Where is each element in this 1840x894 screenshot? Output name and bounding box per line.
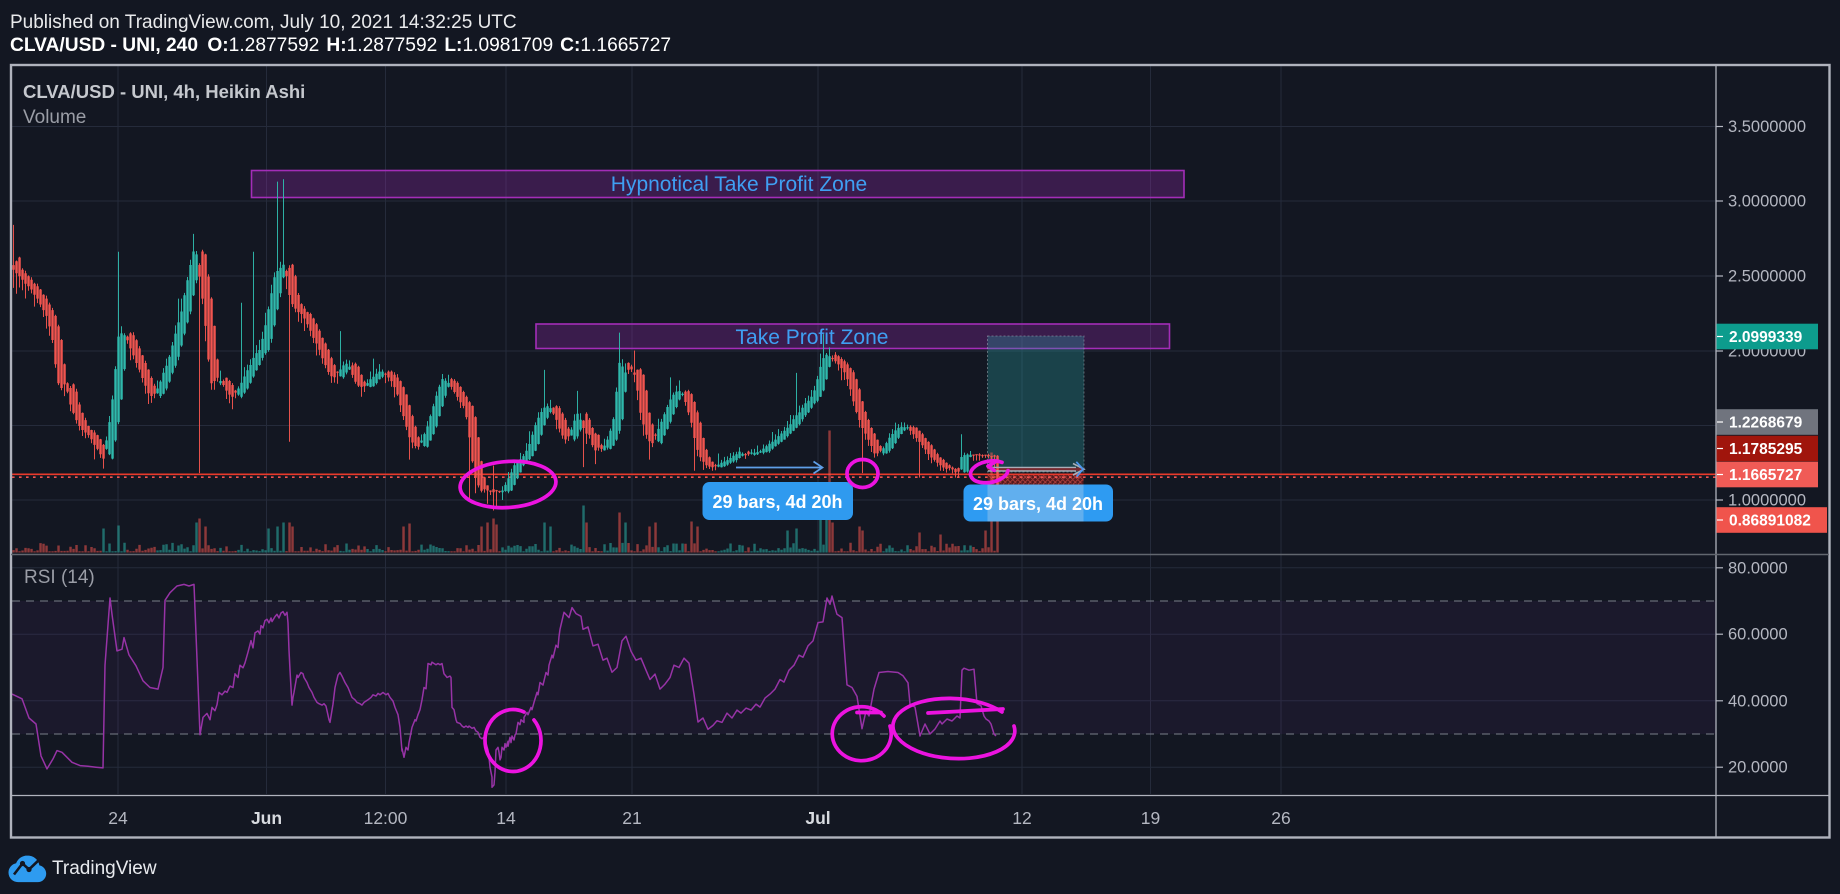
svg-text:CLVA/USD - UNI, 240 O:1.287759: CLVA/USD - UNI, 240 O:1.2877592 H:1.28775… [10,35,671,56]
svg-text:24: 24 [108,808,128,828]
svg-text:2.0999339: 2.0999339 [1729,329,1803,346]
svg-text:1.1665727: 1.1665727 [1729,467,1802,484]
svg-text:12: 12 [1012,808,1031,828]
svg-text:20.0000: 20.0000 [1728,759,1788,777]
svg-text:TradingView: TradingView [52,858,157,879]
svg-text:29 bars, 4d 20h: 29 bars, 4d 20h [712,492,842,512]
svg-text:40.0000: 40.0000 [1728,692,1788,710]
svg-text:Take Profit Zone: Take Profit Zone [736,326,889,349]
svg-text:2.5000000: 2.5000000 [1728,268,1806,286]
svg-text:21: 21 [622,808,641,828]
svg-text:Published on TradingView.com,: Published on TradingView.com, July 10, 2… [10,12,517,33]
svg-text:Jul: Jul [805,808,830,828]
svg-text:1.1785295: 1.1785295 [1729,441,1803,458]
svg-text:12:00: 12:00 [364,808,408,828]
svg-text:19: 19 [1141,808,1160,828]
svg-text:1.2268679: 1.2268679 [1729,415,1803,432]
svg-text:60.0000: 60.0000 [1728,626,1788,644]
svg-text:Hypnotical Take Profit Zone: Hypnotical Take Profit Zone [611,173,867,196]
svg-text:3.0000000: 3.0000000 [1728,193,1806,211]
svg-text:Jun: Jun [251,808,282,828]
svg-text:CLVA/USD - UNI, 4h, Heikin Ash: CLVA/USD - UNI, 4h, Heikin Ashi [23,81,305,102]
svg-text:14: 14 [496,808,516,828]
svg-text:1.0000000: 1.0000000 [1728,492,1806,510]
svg-text:0.86891082: 0.86891082 [1729,513,1811,530]
svg-text:3.5000000: 3.5000000 [1728,118,1806,136]
svg-text:29 bars, 4d 20h: 29 bars, 4d 20h [973,494,1103,514]
svg-text:Volume: Volume [23,107,86,128]
svg-text:26: 26 [1271,808,1290,828]
svg-text:80.0000: 80.0000 [1728,559,1788,577]
svg-text:RSI (14): RSI (14) [24,567,95,588]
